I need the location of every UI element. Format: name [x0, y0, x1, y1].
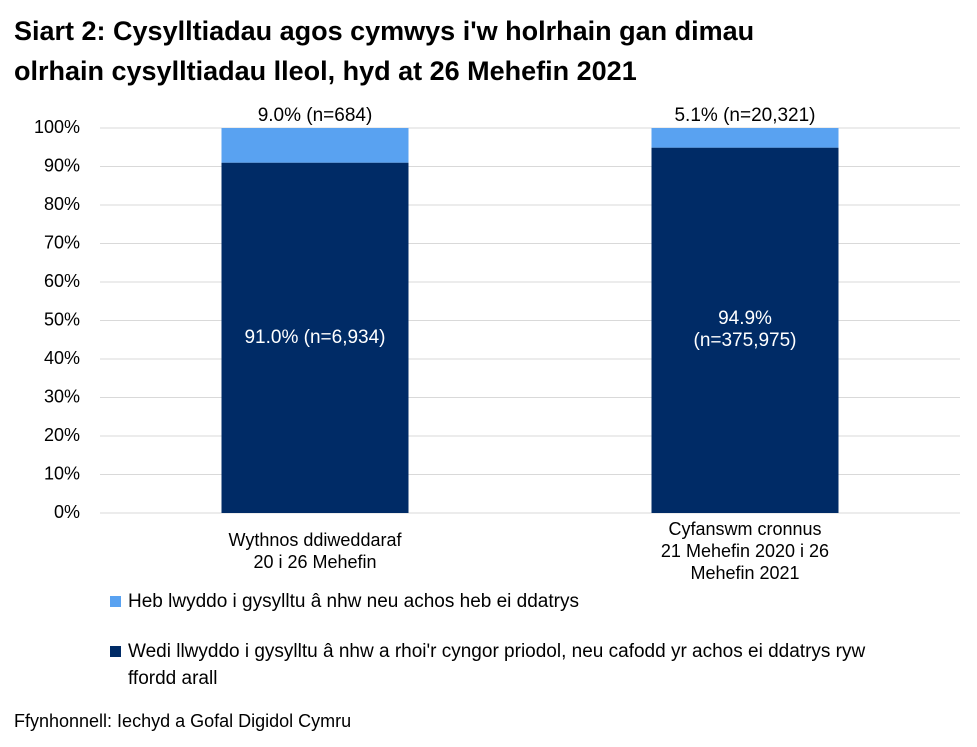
x-tick-label: Cyfanswm cronnus 21 Mehefin 2020 i 26 Me… [660, 519, 830, 583]
data-label: 9.0% (n=684) [257, 105, 373, 126]
y-tick-label: 90% [44, 155, 80, 175]
y-tick-label: 100% [34, 117, 80, 137]
y-tick-label: 60% [44, 271, 80, 291]
y-tick-label: 30% [44, 386, 80, 406]
bar-segment [651, 147, 839, 513]
source: Ffynhonnell: Iechyd a Gofal Digidol Cymr… [14, 711, 352, 731]
legend-label: Wedi llwyddo i gysylltu â nhw a rhoi'r c… [128, 641, 866, 689]
bar-segment [651, 128, 839, 148]
legend-label: Heb lwyddo i gysylltu â nhw neu achos he… [128, 591, 579, 612]
y-tick-label: 40% [44, 348, 80, 368]
legend-swatch [110, 596, 121, 607]
chart-title: Siart 2: Cysylltiadau agos cymwys i'w ho… [14, 16, 754, 46]
data-label: 94.9% (n=375,975) [693, 308, 797, 352]
y-tick-label: 80% [44, 194, 80, 214]
x-tick-label: Wythnos ddiweddaraf 20 i 26 Mehefin [228, 530, 402, 572]
data-label: 5.1% (n=20,321) [674, 105, 816, 126]
bar-segment [221, 162, 409, 513]
legend-swatch [110, 646, 121, 657]
y-tick-label: 10% [44, 463, 80, 483]
y-tick-label: 70% [44, 232, 80, 252]
data-label: 91.0% (n=6,934) [244, 326, 386, 348]
chart-title: olrhain cysylltiadau lleol, hyd at 26 Me… [14, 56, 637, 86]
y-tick-label: 20% [44, 425, 80, 445]
bar-segment [221, 128, 409, 163]
y-tick-label: 0% [54, 502, 80, 522]
y-tick-label: 50% [44, 309, 80, 329]
